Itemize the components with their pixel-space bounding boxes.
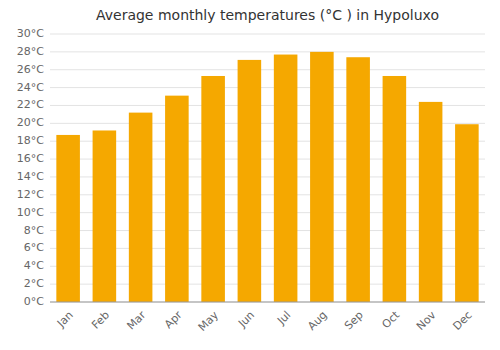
bar [383, 76, 407, 302]
y-tick-label: 18°C [17, 134, 44, 147]
x-tick-label: Nov [414, 308, 439, 333]
title: Average monthly temperatures (°C ) in Hy… [96, 7, 439, 23]
y-tick-label: 20°C [17, 116, 44, 129]
y-tick-label: 10°C [17, 206, 44, 219]
y-tick-label: 12°C [17, 188, 44, 201]
bar [310, 52, 334, 302]
x-tick-label: Aug [305, 309, 329, 333]
y-tick-label: 30°C [17, 27, 44, 40]
y-tick-label: 28°C [17, 45, 44, 58]
bar [346, 57, 370, 302]
bar [274, 55, 298, 302]
y-tick-label: 16°C [17, 152, 44, 165]
y-tick-label: 22°C [17, 98, 44, 111]
grid-line [50, 69, 485, 70]
grid [50, 34, 485, 302]
x-axis: Jan Feb Mar Apr May Jun Jul Aug Sep Oct Nov Dec [50, 302, 485, 334]
grid-line [50, 51, 485, 52]
bar [129, 113, 153, 302]
x-tick-label: Jul [274, 309, 293, 328]
y-tick-label: 2°C [24, 277, 44, 290]
y-tick-label: 8°C [24, 224, 44, 237]
bar [238, 60, 262, 302]
bar [56, 135, 80, 302]
x-axis-line [50, 302, 485, 303]
bar [93, 130, 117, 302]
x-tick-label: Oct [380, 308, 403, 331]
y-axis: 0°C 2°C 4°C 6°C 8°C 10°C 12°C 14°C 16°C 18°C 20°C 2… [17, 27, 44, 308]
x-tick-label: Feb [89, 309, 112, 332]
grid-line [50, 87, 485, 88]
x-tick-label: Dec [450, 309, 474, 333]
bar [201, 76, 225, 302]
bar [455, 124, 479, 302]
grid-line [50, 34, 485, 35]
y-tick-label: 24°C [17, 81, 44, 94]
y-tick-label: 6°C [24, 241, 44, 254]
page: {"chart_data": {"type": "bar", "title": … [0, 0, 500, 350]
x-tick-label: Jun [235, 309, 257, 331]
bars [56, 52, 478, 302]
grid-line [50, 302, 485, 303]
y-tick-label: 14°C [17, 170, 44, 183]
x-tick-label: May [196, 308, 222, 334]
x-tick-label: Sep [342, 309, 366, 333]
chart: 0°C 2°C 4°C 6°C 8°C 10°C 12°C 14°C 16°C 18°C 20°C 2… [0, 0, 500, 350]
x-tick-label: Mar [125, 308, 149, 332]
bar [419, 102, 443, 302]
bar [165, 96, 189, 302]
y-tick-label: 26°C [17, 63, 44, 76]
y-tick-label: 0°C [24, 295, 44, 308]
x-tick-label: Apr [162, 308, 185, 331]
x-tick-label: Jan [54, 309, 76, 331]
y-tick-label: 4°C [24, 259, 44, 272]
